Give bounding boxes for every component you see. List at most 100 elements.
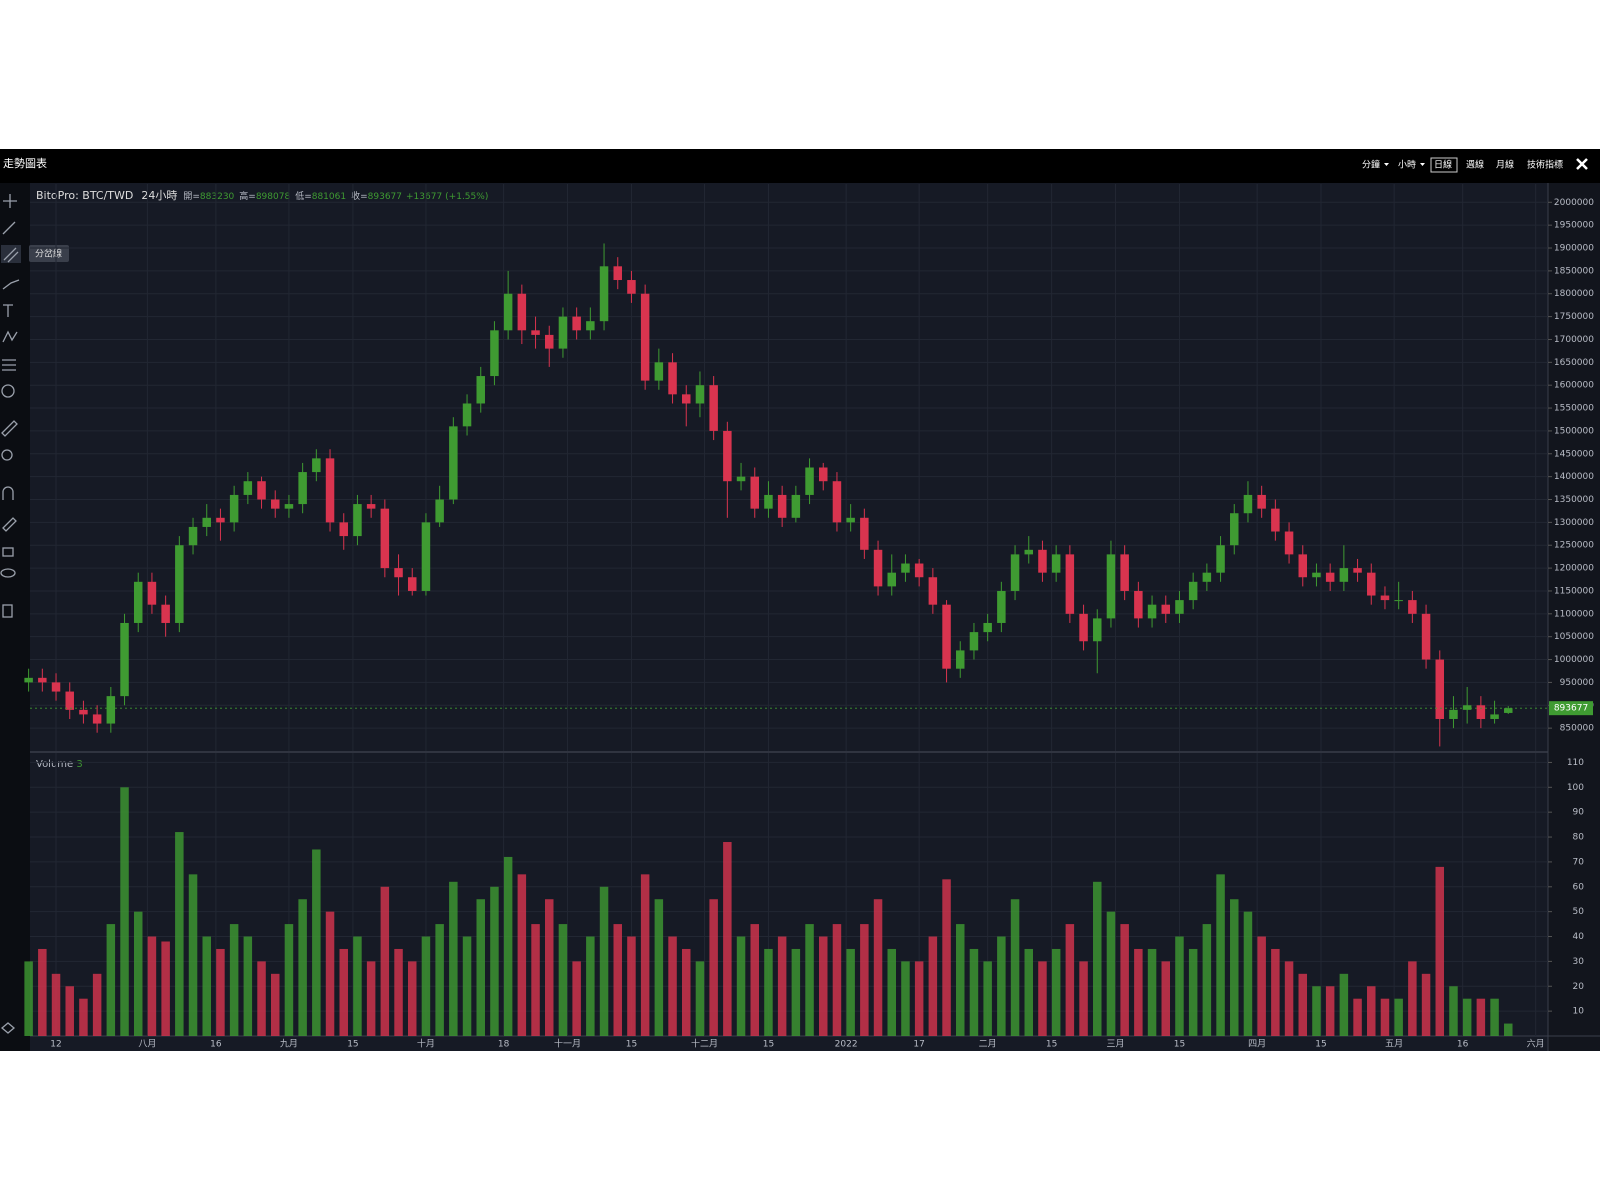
candle-body xyxy=(407,577,417,591)
volume-bar xyxy=(1504,1023,1513,1036)
change-percent: (+1.55%) xyxy=(445,192,488,202)
timeframe-button[interactable]: 週線 xyxy=(1466,159,1484,171)
volume-bar xyxy=(860,924,869,1036)
candle-body xyxy=(1010,554,1020,591)
volume-bar xyxy=(92,973,102,1036)
measure-tool[interactable] xyxy=(1,420,18,437)
prediction-tool[interactable] xyxy=(2,359,16,371)
volume-bar xyxy=(586,936,595,1036)
y-tick-label: 20 xyxy=(1573,982,1585,992)
volume-bar xyxy=(243,936,253,1036)
candle-body xyxy=(1106,554,1116,619)
volume-bar xyxy=(695,961,705,1036)
volume-bar xyxy=(1024,948,1034,1036)
visibility-tool[interactable] xyxy=(0,568,16,578)
drawing-tools xyxy=(0,194,21,1034)
candle-body xyxy=(394,568,403,578)
candle-body xyxy=(517,293,527,331)
active-tool[interactable] xyxy=(1,245,21,263)
volume-bar xyxy=(709,899,718,1036)
y-tick-label: 1550000 xyxy=(1554,404,1594,414)
trash-tool[interactable] xyxy=(2,604,13,618)
timeframe-button[interactable]: 技術指標 xyxy=(1527,159,1563,171)
text-tool[interactable] xyxy=(3,304,13,317)
volume-bar xyxy=(325,911,335,1036)
timeframe-button[interactable]: 月線 xyxy=(1496,159,1514,171)
candle-body xyxy=(106,696,116,724)
candle-body xyxy=(860,517,869,550)
candle-body xyxy=(1079,613,1088,642)
candle-body xyxy=(24,677,33,683)
top-bar xyxy=(0,149,1600,183)
y-tick-label: 1050000 xyxy=(1554,632,1594,642)
candle-body xyxy=(736,476,746,482)
volume-bar xyxy=(736,936,746,1036)
zoom-tool[interactable] xyxy=(1,449,13,461)
emoji-tool[interactable] xyxy=(1,384,15,398)
timeframe-button[interactable]: 分鐘 xyxy=(1362,159,1380,171)
ohlc-label: 高= xyxy=(239,190,256,202)
timeframe-button[interactable]: 小時 xyxy=(1398,160,1416,171)
candle-body xyxy=(709,385,718,431)
candle-body xyxy=(1243,494,1253,514)
chart-background xyxy=(0,149,1600,1051)
magnet-tool[interactable] xyxy=(2,486,14,500)
volume-bar xyxy=(1449,986,1458,1036)
lock-tool[interactable] xyxy=(2,547,14,557)
volume-bar xyxy=(1284,961,1294,1036)
x-tick-label: 18 xyxy=(498,1040,510,1050)
candle-body xyxy=(969,632,979,651)
candle-body xyxy=(175,545,184,623)
volume-bar xyxy=(462,936,472,1036)
volume-bar xyxy=(791,948,801,1036)
volume-bar xyxy=(1421,973,1431,1036)
volume-bar xyxy=(133,911,143,1036)
tooltip-box xyxy=(29,245,69,262)
x-tick-label: 十一月 xyxy=(554,1038,581,1050)
last-price-label: 893677 xyxy=(1554,704,1588,714)
volume-bar xyxy=(216,948,225,1036)
candle-body xyxy=(668,362,677,395)
candle-body xyxy=(1339,568,1349,582)
volume-bar xyxy=(1161,961,1171,1036)
brush-tool[interactable] xyxy=(2,279,20,290)
candle-body xyxy=(449,426,458,500)
volume-bar xyxy=(476,899,485,1036)
volume-bar xyxy=(449,881,458,1036)
layers-tool[interactable] xyxy=(0,1022,16,1034)
candle-body xyxy=(1147,604,1157,619)
x-tick-label: 三月 xyxy=(1106,1039,1124,1050)
volume-bar xyxy=(24,961,33,1036)
y-tick-label: 1300000 xyxy=(1554,518,1594,528)
volume-bar xyxy=(1380,998,1390,1036)
pitchfork-tool[interactable] xyxy=(3,247,19,263)
close-button[interactable] xyxy=(1576,158,1588,170)
y-tick-label: 850000 xyxy=(1560,724,1595,734)
pattern-tool[interactable] xyxy=(2,330,18,343)
y-tick-label: 1400000 xyxy=(1554,472,1594,482)
button-selected xyxy=(1430,157,1458,173)
y-tick-label: 1900000 xyxy=(1554,244,1594,254)
candle-body xyxy=(65,691,74,710)
candle-body xyxy=(846,517,855,523)
candle-body xyxy=(1257,494,1266,509)
timeframe-button[interactable]: 日線 xyxy=(1434,159,1452,171)
volume-bar xyxy=(51,973,61,1036)
candle-body xyxy=(216,517,225,523)
candle-body xyxy=(1051,554,1061,573)
candle-body xyxy=(298,472,307,505)
ohlc-label: 低= xyxy=(295,190,312,202)
line-tool[interactable] xyxy=(2,221,16,235)
lock-draw-tool[interactable] xyxy=(2,517,17,532)
candle-body xyxy=(202,517,211,527)
volume-bar xyxy=(65,986,74,1036)
candle-body xyxy=(462,403,472,427)
volume-bar xyxy=(1353,998,1362,1036)
crosshair-tool[interactable] xyxy=(3,194,17,208)
candle-body xyxy=(586,321,595,331)
volume-bar xyxy=(312,849,321,1036)
candle-body xyxy=(901,563,910,573)
volume-bar xyxy=(1271,948,1280,1036)
x-tick-label: 17 xyxy=(913,1040,924,1050)
interval: 24小時 xyxy=(141,189,177,202)
